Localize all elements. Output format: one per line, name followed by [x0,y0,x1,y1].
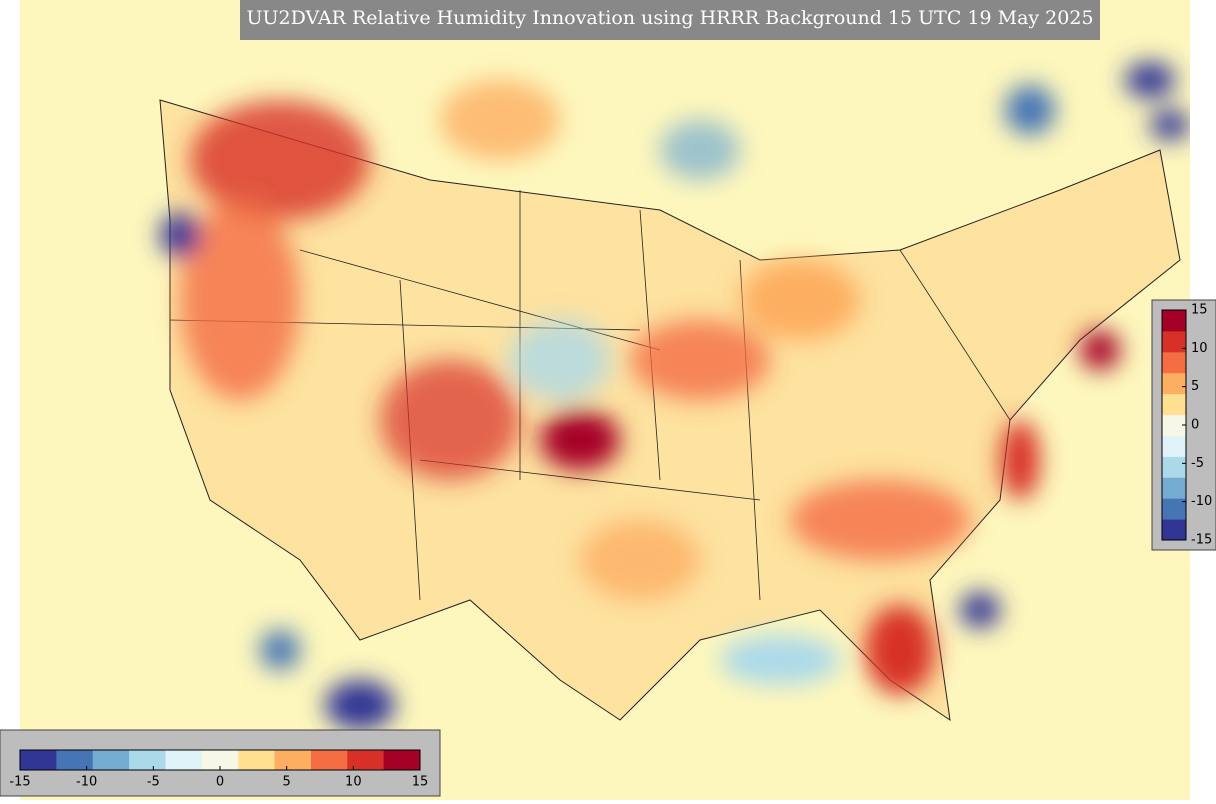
color-step [1162,351,1186,374]
color-step [310,750,348,770]
color-step [274,750,312,770]
tick-label: -5 [147,775,160,790]
color-step [347,750,385,770]
colorbar-horizontal: -15 -10 -5 0 5 10 15 [9,749,429,790]
tick-label: 15 [1191,303,1208,318]
tick-label: 5 [283,775,291,790]
color-step [1162,498,1186,520]
color-step [1162,477,1186,499]
color-step [1162,519,1186,541]
color-step [238,750,276,770]
color-step [1162,330,1186,353]
title: UU2DVAR Relative Humidity Innovation usi… [246,7,1093,29]
tick-label: -15 [1191,533,1212,548]
color-step [129,750,166,770]
tick-label: 10 [345,775,362,790]
tick-label: 0 [216,775,224,790]
tick-label: -5 [1191,456,1204,471]
title-box [240,0,1100,40]
tick-label: 10 [1191,341,1208,356]
tick-label: 15 [412,775,429,790]
colorbar-vertical: 15 10 5 0 -5 -10 -15 [1161,303,1212,548]
left-margin [0,0,20,730]
land [159,99,1181,722]
color-step [1162,393,1186,416]
color-step [383,750,421,770]
color-step [1162,435,1186,457]
color-step [1162,414,1186,436]
tick-label: -15 [9,775,30,790]
color-step [1162,310,1186,332]
color-step [1162,372,1186,395]
color-step [92,750,130,770]
tick-label: 0 [1191,418,1199,433]
color-step [165,750,203,770]
tick-label: 5 [1191,379,1199,394]
tick-label: -10 [1191,494,1212,509]
color-step [56,750,94,770]
color-step [201,750,239,770]
innovation-blobs [160,62,1190,730]
color-step [1162,456,1186,478]
color-step [20,750,57,770]
tick-label: -10 [76,775,97,790]
